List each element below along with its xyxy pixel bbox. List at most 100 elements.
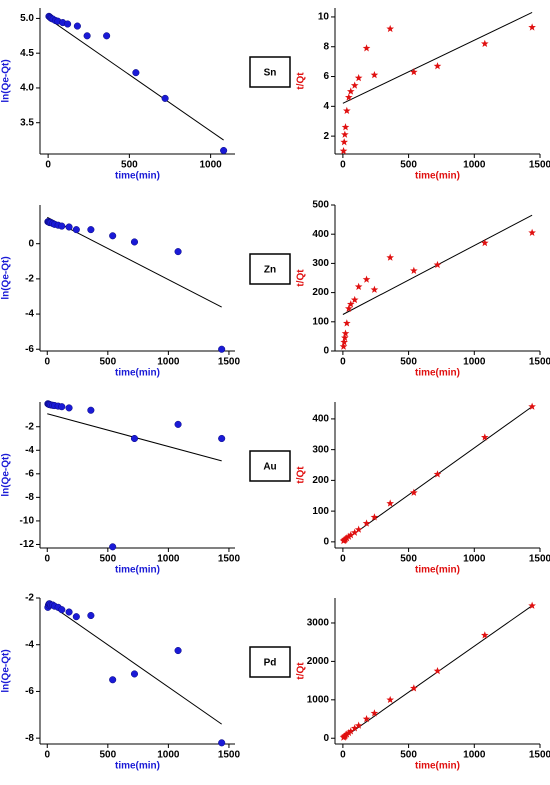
point (433, 470, 442, 478)
y-tick-label: -6 (25, 344, 34, 355)
y-axis-label: t/Qt (296, 72, 307, 90)
point (72, 226, 80, 234)
point (528, 402, 536, 410)
x-tick-label: 1000 (463, 554, 486, 565)
point (346, 300, 355, 308)
point (433, 260, 442, 269)
y-tick-label: 4.5 (20, 48, 34, 59)
x-axis-label: time(min) (415, 565, 460, 576)
point (130, 238, 139, 246)
x-tick-label: 1000 (463, 750, 486, 761)
x-tick-label: 0 (340, 554, 346, 565)
y-tick-label: 100 (312, 316, 329, 327)
x-tick-label: 0 (340, 357, 346, 368)
point (344, 728, 353, 737)
x-tick-label: 0 (45, 160, 51, 171)
point (481, 433, 489, 441)
point (339, 147, 348, 155)
y-tick-label: 10 (318, 12, 330, 23)
point (370, 513, 379, 521)
y-tick-label: 100 (312, 506, 329, 517)
point (161, 94, 169, 102)
y-axis-label: t/Qt (296, 662, 307, 680)
point (174, 248, 182, 256)
point (346, 87, 355, 95)
y-tick-label: -6 (25, 686, 34, 697)
metal-label: Zn (264, 265, 276, 276)
point (410, 68, 418, 76)
point (72, 613, 80, 621)
point (343, 534, 351, 542)
y-tick-label: 2000 (307, 656, 330, 667)
point (350, 724, 359, 732)
x-tick-label: 500 (400, 160, 417, 171)
x-axis-label: time(min) (115, 565, 160, 576)
x-tick-label: 1000 (157, 554, 180, 565)
point (341, 123, 350, 131)
y-tick-label: -10 (20, 516, 35, 527)
panel: 0 1000 2000 3000 0 500 1000 1500 time(min) t/Qt (296, 598, 550, 772)
point (65, 404, 73, 412)
panel: -12 -10 -8 -6 -4 -2 0 500 1000 1500 time(min) ln(Qe… (1, 400, 241, 576)
point (341, 333, 349, 342)
y-tick-label: 3000 (307, 618, 330, 629)
y-axis-label: ln(Qe-Qt) (1, 453, 12, 496)
y-tick-label: 400 (312, 229, 329, 240)
point (350, 528, 359, 536)
x-tick-label: 1500 (529, 554, 550, 565)
x-axis-label: time(min) (415, 761, 460, 772)
y-tick-label: -12 (20, 539, 35, 550)
point (87, 406, 95, 414)
point (528, 601, 536, 609)
x-tick-label: 1000 (463, 160, 486, 171)
y-axis-label: ln(Qe-Qt) (1, 256, 12, 299)
x-tick-label: 1500 (529, 750, 550, 761)
y-axis-label: t/Qt (296, 269, 307, 287)
point (339, 342, 348, 350)
point (340, 138, 348, 146)
metal-box (249, 56, 291, 88)
y-tick-label: 5.0 (20, 13, 34, 24)
x-tick-label: 0 (44, 750, 50, 761)
point (340, 338, 348, 346)
point (344, 93, 353, 101)
x-tick-label: 0 (44, 357, 50, 368)
y-tick-label: -2 (25, 274, 34, 285)
point (350, 295, 359, 304)
panel: -8 -6 -4 -2 0 500 1000 1500 time(min) ln(Qe-Qt) (1, 593, 241, 772)
x-tick-label: 1500 (218, 554, 241, 565)
y-tick-label: 300 (312, 444, 329, 455)
y-axis-label: ln(Qe-Qt) (1, 649, 12, 692)
point (343, 730, 351, 738)
x-tick-label: 500 (400, 750, 417, 761)
point (481, 39, 489, 47)
point (386, 499, 394, 507)
x-tick-label: 0 (340, 750, 346, 761)
metal-label: Au (263, 462, 276, 473)
x-tick-label: 1500 (218, 357, 241, 368)
metal-label: Pd (264, 658, 277, 669)
y-tick-label: 0 (28, 238, 34, 249)
point (386, 253, 394, 261)
point (218, 739, 226, 747)
y-tick-label: 500 (312, 200, 329, 211)
y-tick-label: -6 (25, 468, 34, 479)
point (218, 434, 226, 443)
point (370, 709, 379, 717)
y-axis-label: ln(Qe-Qt) (1, 59, 12, 102)
panel: -6 -4 -2 0 0 500 1000 1500 time(min) ln(Qe-Qt) (1, 205, 241, 379)
point (73, 22, 81, 30)
point (103, 32, 111, 40)
y-tick-label: 0 (323, 733, 329, 744)
point (220, 146, 228, 155)
y-tick-label: 200 (312, 475, 329, 486)
point (174, 647, 182, 655)
x-tick-label: 500 (99, 554, 116, 565)
point (130, 670, 139, 678)
point (344, 304, 353, 312)
point (481, 631, 489, 639)
x-tick-label: 500 (99, 357, 116, 368)
x-tick-label: 500 (121, 160, 138, 171)
y-tick-label: 2 (323, 131, 329, 142)
